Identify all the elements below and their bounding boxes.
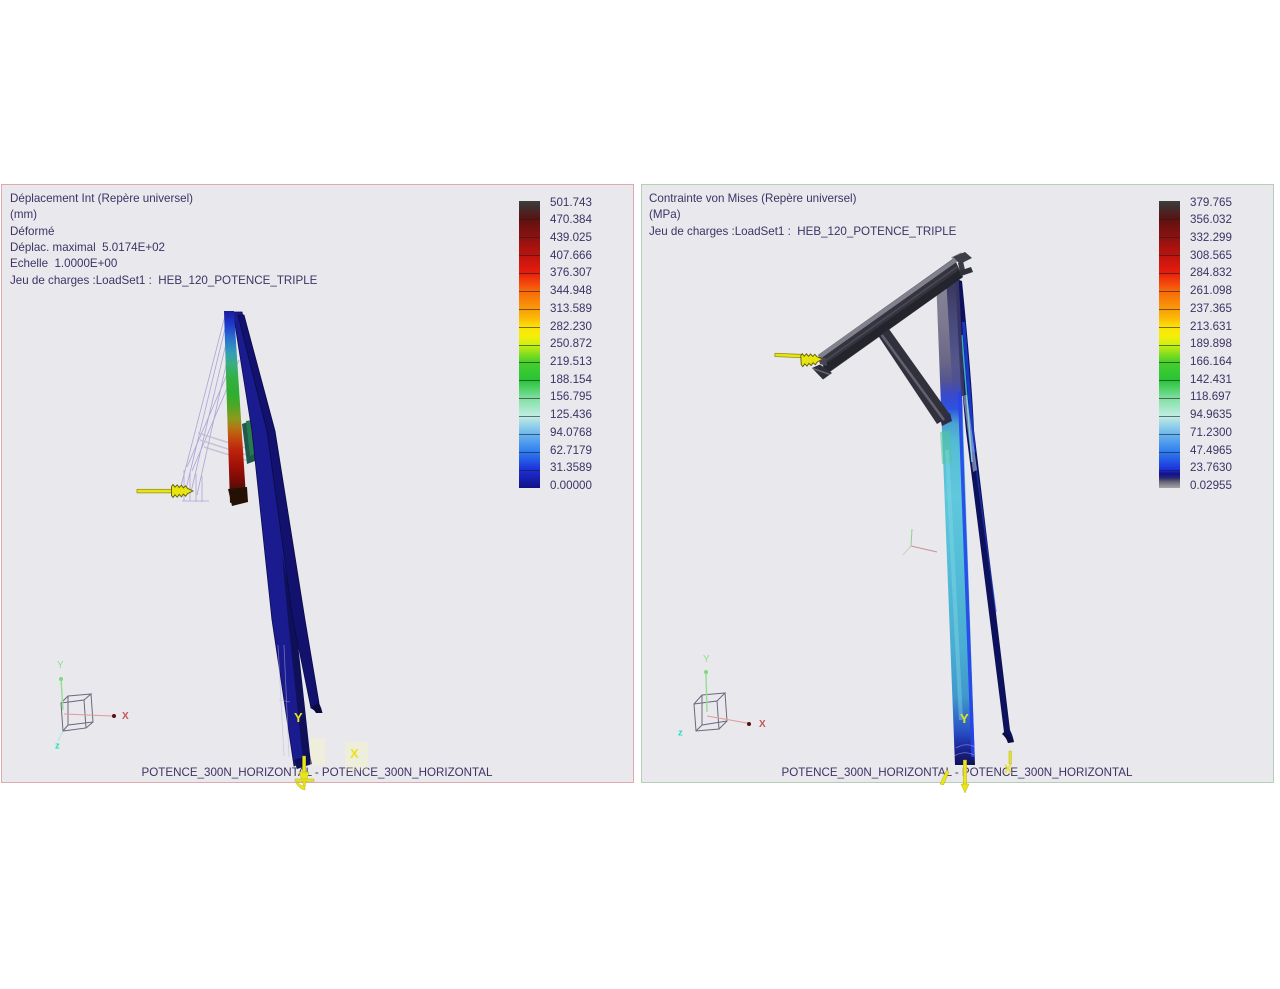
- svg-text:Y: Y: [57, 660, 64, 671]
- svg-text:X: X: [350, 746, 359, 761]
- svg-text:X: X: [1004, 762, 1012, 776]
- svg-text:X: X: [122, 711, 129, 722]
- svg-text:Y: Y: [703, 654, 710, 665]
- svg-text:Y: Y: [294, 710, 303, 725]
- svg-text:z: z: [55, 741, 60, 752]
- svg-text:z: z: [678, 728, 683, 739]
- svg-text:X: X: [759, 719, 766, 730]
- svg-text:Y: Y: [960, 711, 969, 726]
